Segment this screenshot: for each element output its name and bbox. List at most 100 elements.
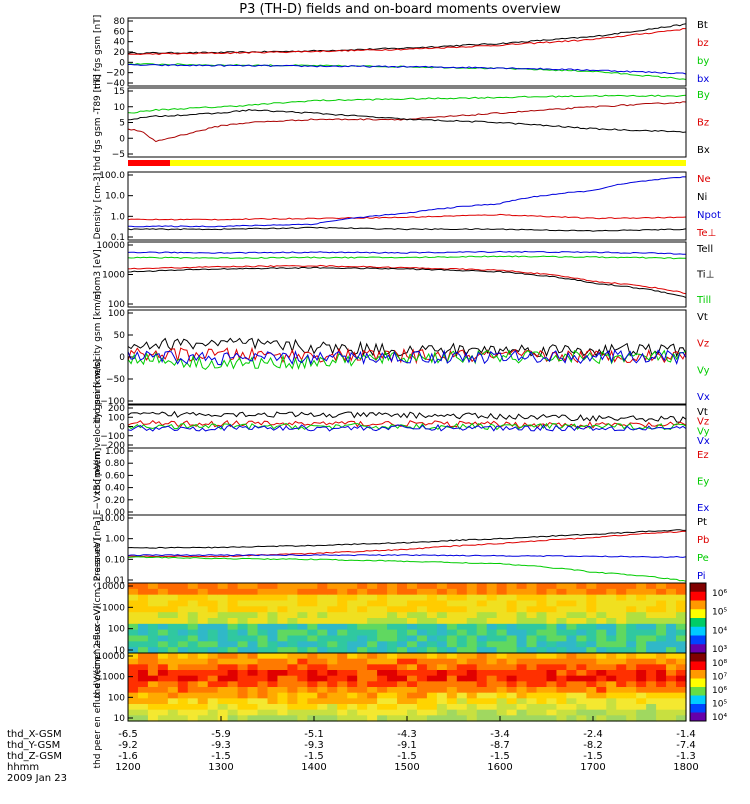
heatmap-cell <box>407 670 418 677</box>
heatmap-cell <box>596 612 607 619</box>
heatmap-cell <box>147 606 159 613</box>
heatmap-cell <box>327 600 338 607</box>
heatmap-cell <box>426 670 438 677</box>
heatmap-cell <box>516 715 528 722</box>
heatmap-cell <box>177 687 189 694</box>
heatmap-cell <box>636 594 647 602</box>
heatmap-cell <box>307 635 318 642</box>
heatmap-cell <box>576 606 587 613</box>
heatmap-cell <box>546 692 558 699</box>
heatmap-cell <box>646 715 657 722</box>
heatmap-cell <box>247 670 259 677</box>
heatmap-cell <box>397 583 408 590</box>
heatmap-cell <box>486 698 498 705</box>
y-tick-label: 100 <box>108 300 125 310</box>
heatmap-cell <box>436 623 448 631</box>
heatmap-cell <box>407 664 418 671</box>
heatmap-cell <box>237 653 249 660</box>
heatmap-cell <box>446 588 458 596</box>
heatmap-cell <box>128 618 139 625</box>
ephemeris-value: -9.3 <box>211 740 231 751</box>
heatmap-cell <box>476 658 488 665</box>
legend-entry: Vt <box>697 312 708 323</box>
heatmap-cell <box>377 653 388 660</box>
heatmap-cell <box>506 600 518 607</box>
heatmap-cell <box>227 715 239 722</box>
heatmap-cell <box>466 675 478 682</box>
heatmap-cell <box>387 675 398 682</box>
panel-frame <box>127 171 687 241</box>
heatmap-cell <box>466 658 478 665</box>
heatmap-cell <box>317 629 328 637</box>
heatmap-cell <box>128 698 139 705</box>
heatmap-cell <box>207 692 219 699</box>
heatmap-cell <box>416 664 428 671</box>
heatmap-cell <box>357 687 368 694</box>
heatmap-cell <box>646 698 657 705</box>
heatmap-cell <box>137 641 149 648</box>
ephemeris-value: -5.1 <box>304 729 324 740</box>
heatmap-cell <box>237 583 249 590</box>
heatmap-cell <box>217 612 229 619</box>
heatmap-cell <box>197 670 209 677</box>
heatmap-cell <box>147 641 159 648</box>
heatmap-cell <box>676 681 687 688</box>
heatmap-cell <box>277 594 289 602</box>
heatmap-cell <box>436 675 448 682</box>
heatmap-cell <box>317 698 328 705</box>
heatmap-cell <box>347 658 358 665</box>
heatmap-cell <box>297 658 308 665</box>
heatmap-cell <box>128 675 139 682</box>
heatmap-cell <box>128 670 139 677</box>
heatmap-cell <box>676 709 687 716</box>
heatmap-cell <box>267 709 279 716</box>
heatmap-cell <box>586 687 597 694</box>
heatmap-cell <box>536 709 548 716</box>
heatmap-cell <box>656 664 667 671</box>
heatmap-cell <box>337 704 348 711</box>
heatmap-cell <box>426 594 438 602</box>
heatmap-cell <box>456 647 468 654</box>
heatmap-cell <box>207 664 219 671</box>
heatmap-cell <box>367 583 378 590</box>
heatmap-cell <box>466 641 478 648</box>
heatmap-cell <box>277 675 289 682</box>
heatmap-cell <box>367 698 378 705</box>
heatmap-cell <box>536 653 548 660</box>
heatmap-cell <box>197 600 209 607</box>
heatmap-cell <box>147 675 159 682</box>
heatmap-cell <box>277 606 289 613</box>
heatmap-cell <box>426 709 438 716</box>
heatmap-cell <box>626 623 637 631</box>
series-line-by <box>127 94 687 114</box>
heatmap-cell <box>137 715 149 722</box>
heatmap-cell <box>666 618 677 625</box>
heatmap-cell <box>476 715 488 722</box>
heatmap-cell <box>546 583 558 590</box>
heatmap-cell <box>307 612 318 619</box>
heatmap-cell <box>197 675 209 682</box>
heatmap-cell <box>297 618 308 625</box>
heatmap-cell <box>526 600 538 607</box>
heatmap-cell <box>207 653 219 660</box>
heatmap-cell <box>157 600 169 607</box>
heatmap-cell <box>217 709 229 716</box>
heatmap-cell <box>367 612 378 619</box>
heatmap-cell <box>167 600 179 607</box>
heatmap-cell <box>546 709 558 716</box>
heatmap-cell <box>466 664 478 671</box>
heatmap-cell <box>626 698 637 705</box>
heatmap-cell <box>626 664 637 671</box>
heatmap-cell <box>576 618 587 625</box>
heatmap-cell <box>546 600 558 607</box>
heatmap-cell <box>416 692 428 699</box>
heatmap-cell <box>666 647 677 654</box>
heatmap-cell <box>516 681 528 688</box>
heatmap-cell <box>197 664 209 671</box>
heatmap-cell <box>267 623 279 631</box>
heatmap-cell <box>466 653 478 660</box>
heatmap-cell <box>416 612 428 619</box>
heatmap-cell <box>546 606 558 613</box>
heatmap-cell <box>187 698 199 705</box>
